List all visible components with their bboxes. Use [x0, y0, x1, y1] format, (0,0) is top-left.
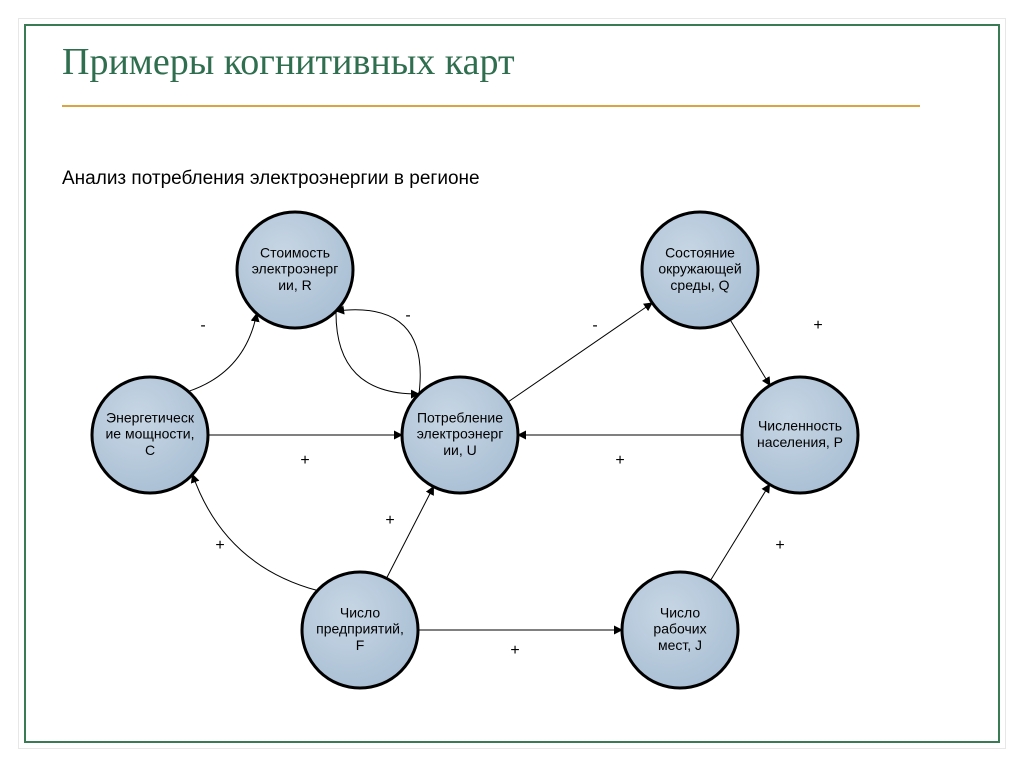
- edge-F-U: [386, 487, 433, 579]
- node-label-U-line2: ии, U: [443, 442, 477, 458]
- node-R: Стоимостьэлектроэнергии, R: [237, 212, 353, 328]
- node-F: Числопредприятий,F: [302, 572, 418, 688]
- slide-subtitle: Анализ потребления электроэнергии в реги…: [62, 168, 480, 190]
- edge-label-R-U: -: [405, 307, 410, 324]
- node-label-P-line0: Численность: [758, 418, 842, 434]
- edge-C-R: [188, 314, 256, 392]
- edge-label-F-C: +: [215, 537, 224, 554]
- edge-Q-P: [730, 320, 770, 386]
- node-P: Численностьнаселения, P: [742, 377, 858, 493]
- edge-F-C: [193, 474, 318, 590]
- node-label-C-line0: Энергетическ: [106, 410, 195, 426]
- node-label-J-line1: рабочих: [653, 621, 706, 637]
- node-label-F-line2: F: [356, 637, 365, 653]
- node-J: Числорабочихмест, J: [622, 572, 738, 688]
- node-label-R-line1: электроэнерг: [252, 261, 339, 277]
- edge-label-C-U: +: [300, 452, 309, 469]
- edge-label-F-J: +: [510, 642, 519, 659]
- edge-label-C-R: -: [200, 317, 205, 334]
- node-label-U-line0: Потребление: [417, 410, 503, 426]
- node-U: Потреблениеэлектроэнергии, U: [402, 377, 518, 493]
- edge-label-P-U: +: [615, 452, 624, 469]
- slide-title: Примеры когнитивных карт: [62, 40, 515, 84]
- node-label-F-line0: Число: [340, 605, 380, 621]
- node-C: Энергетические мощности,C: [92, 377, 208, 493]
- node-label-R-line2: ии, R: [278, 277, 312, 293]
- edge-U-Q: [508, 303, 652, 402]
- edge-J-P: [710, 484, 769, 580]
- edge-label-Q-P: +: [813, 317, 822, 334]
- edge-label-F-U: +: [385, 512, 394, 529]
- node-label-Q-line1: окружающей: [658, 261, 741, 277]
- node-label-R-line0: Стоимость: [260, 245, 330, 261]
- edge-label-J-P: +: [775, 537, 784, 554]
- nodes-group: Стоимостьэлектроэнергии, RСостояниеокруж…: [92, 212, 858, 688]
- node-Q: Состояниеокружающейсреды, Q: [642, 212, 758, 328]
- node-label-J-line0: Число: [660, 605, 700, 621]
- node-label-C-line2: C: [145, 442, 155, 458]
- node-label-P-line1: населения, P: [757, 434, 843, 450]
- edge-label-U-Q: -: [592, 317, 597, 334]
- node-label-Q-line2: среды, Q: [670, 277, 729, 293]
- node-label-F-line1: предприятий,: [316, 621, 404, 637]
- node-label-U-line1: электроэнерг: [417, 426, 504, 442]
- node-label-C-line1: ие мощности,: [105, 426, 194, 442]
- node-label-J-line2: мест, J: [658, 637, 702, 653]
- node-label-Q-line0: Состояние: [665, 245, 735, 261]
- cognitive-map-diagram: ---+++++++Стоимостьэлектроэнергии, RСост…: [60, 200, 960, 740]
